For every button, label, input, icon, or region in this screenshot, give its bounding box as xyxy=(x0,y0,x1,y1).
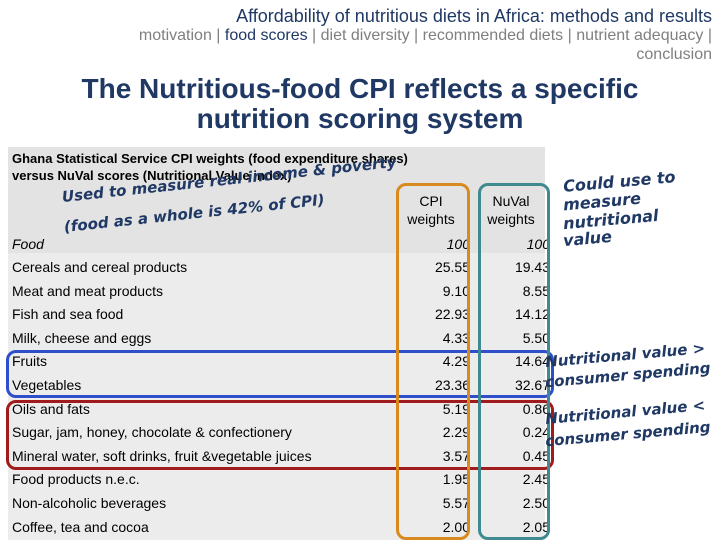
nuval-value: 32.67 xyxy=(514,377,550,393)
cpi-value: 1.95 xyxy=(442,471,470,488)
cpi-value: 3.57 xyxy=(442,447,470,464)
nuval-value: 14.12 xyxy=(514,306,550,323)
cpi-column-highlight xyxy=(396,183,470,540)
nuval-value: 14.64 xyxy=(514,353,550,370)
nav-motivation[interactable]: motivation xyxy=(138,27,212,44)
table-row: Mineral water, soft drinks, fruit &veget… xyxy=(8,445,550,468)
nuval-value: 0.86 xyxy=(522,400,550,417)
row-label: Non-alcoholic beverages xyxy=(12,495,167,511)
nuval-value: 8.55 xyxy=(522,282,550,299)
table-row: Fruits 4.29 14.64 xyxy=(8,350,550,373)
nuval-value: 2.45 xyxy=(522,471,550,488)
row-label: Food xyxy=(12,236,44,252)
nuval-value: 5.50 xyxy=(522,329,550,346)
cpi-value: 25.55 xyxy=(434,259,470,275)
nuval-value: 19.43 xyxy=(514,259,550,275)
table-row: Meat and meat products 9.10 8.55 xyxy=(8,280,550,303)
cpi-value: 5.57 xyxy=(442,495,470,511)
table-row: Food products n.e.c. 1.95 2.45 xyxy=(8,468,550,491)
table-row: Cereals and cereal products 25.55 19.43 xyxy=(8,256,550,279)
nav-conclusion[interactable]: conclusion xyxy=(636,46,712,63)
cpi-value: 2.29 xyxy=(442,424,470,441)
row-label: Fruits xyxy=(12,353,47,370)
table-row: Non-alcoholic beverages 5.57 2.50 xyxy=(8,492,550,515)
fruits-vegetables-highlight xyxy=(6,350,554,398)
cpi-value: 22.93 xyxy=(434,306,470,323)
cpi-value: 5.19 xyxy=(442,400,470,417)
row-label: Food products n.e.c. xyxy=(12,471,140,488)
row-label: Sugar, jam, honey, chocolate & confectio… xyxy=(12,424,292,441)
row-label: Fish and sea food xyxy=(12,306,124,323)
row-label: Cereals and cereal products xyxy=(12,259,188,275)
cpi-value: 4.29 xyxy=(442,353,470,370)
nav-food-scores[interactable]: food scores xyxy=(224,27,308,44)
nuval-note-line4: value xyxy=(562,226,613,251)
cpi-value: 9.10 xyxy=(442,282,470,299)
nav-recommended-diets[interactable]: recommended diets xyxy=(422,27,564,44)
table-header-band xyxy=(8,147,545,253)
cpi-weights-header: CPI weights xyxy=(407,193,455,227)
row-label: Coffee, tea and cocoa xyxy=(12,518,149,535)
table-row: Vegetables 23.36 32.67 xyxy=(8,374,550,397)
nav-diet-diversity[interactable]: diet diversity xyxy=(320,27,410,44)
food-total-row: Food 100 100 xyxy=(8,233,550,256)
nav-nutrient-adequacy[interactable]: nutrient adequacy xyxy=(576,27,704,44)
oils-sugar-drinks-highlight xyxy=(6,400,554,470)
cpi-value: 23.36 xyxy=(434,377,470,393)
table-row: Oils and fats 5.19 0.86 xyxy=(8,398,550,421)
table-row: Fish and sea food 22.93 14.12 xyxy=(8,303,550,326)
cpi-value: 100 xyxy=(446,236,470,252)
nuval-value: 100 xyxy=(526,236,550,252)
row-label: Oils and fats xyxy=(12,400,90,417)
table-subtitle: Ghana Statistical Service CPI weights (f… xyxy=(12,151,408,183)
nuval-value: 0.45 xyxy=(522,447,550,464)
table-row: Milk, cheese and eggs 4.33 5.50 xyxy=(8,327,550,350)
slide-headline: The Nutritious-food CPI reflects a speci… xyxy=(81,73,639,134)
nuval-weights-header: NuVal weights xyxy=(487,193,535,227)
nuval-value: 0.24 xyxy=(522,424,550,441)
table-row: Sugar, jam, honey, chocolate & confectio… xyxy=(8,421,550,444)
cpi-value: 4.33 xyxy=(442,329,470,346)
row-label: Meat and meat products xyxy=(12,282,163,299)
deck-title: Affordability of nutritious diets in Afr… xyxy=(236,6,712,26)
section-nav: motivation | food scores | diet diversit… xyxy=(138,27,712,63)
row-label: Vegetables xyxy=(12,377,82,393)
nuval-value: 2.50 xyxy=(522,495,550,511)
nuval-column-highlight xyxy=(478,183,550,540)
row-label: Milk, cheese and eggs xyxy=(12,329,152,346)
row-label: Mineral water, soft drinks, fruit &veget… xyxy=(12,447,312,464)
